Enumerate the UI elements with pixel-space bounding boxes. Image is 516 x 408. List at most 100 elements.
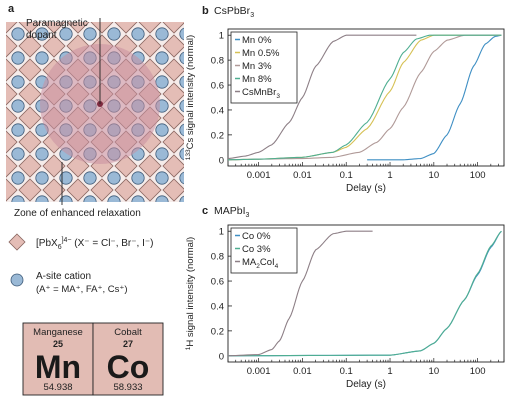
zone-label-bg: [4, 205, 184, 219]
a-site-cation: [83, 27, 97, 41]
y-tick-label: 0: [219, 351, 224, 362]
panel-a-letter: a: [8, 3, 15, 15]
octahedron: [42, 154, 66, 178]
y-tick-label: 1: [219, 31, 224, 42]
a-site-cation: [155, 147, 169, 161]
series-line-3: [227, 34, 502, 161]
octahedron: [6, 22, 18, 34]
a-site-cation: [35, 147, 49, 161]
x-tick-label: 0.1: [340, 366, 353, 377]
octahedron: [6, 154, 18, 178]
octahedron: [90, 22, 114, 34]
legend-entry: Mn 0%: [242, 35, 272, 46]
a-site-cation: [83, 171, 97, 185]
a-site-cation: [59, 27, 73, 41]
element-mass: 58.933: [113, 382, 142, 393]
a-site-cation: [131, 171, 145, 185]
a-site-cation: [131, 195, 145, 202]
a-site-cation: [179, 123, 184, 137]
legend-entry: CsMnBr3: [242, 87, 280, 100]
x-axis-label: Delay (s): [346, 183, 386, 194]
element-mass: 54.938: [43, 382, 72, 393]
a-site-cation: [83, 195, 97, 202]
octahedron: [66, 178, 90, 202]
legend-box: [230, 227, 298, 274]
x-tick-label: 10: [429, 366, 440, 377]
panel-letter: b: [202, 5, 209, 17]
a-site-cation: [155, 51, 169, 65]
x-axis-label: Delay (s): [346, 379, 386, 390]
element-tile-box: [22, 322, 94, 396]
x-tick-label: 0.01: [293, 366, 312, 377]
plot-frame: [227, 28, 505, 167]
panel-letter: c: [202, 205, 208, 217]
a-site-cation: [179, 99, 184, 113]
octahedron: [6, 178, 18, 202]
a-site-cation: [35, 195, 49, 202]
octahedron: [6, 58, 18, 82]
y-tick-label: 0.2: [211, 326, 224, 337]
a-site-cation: [179, 27, 184, 41]
chart-title: MAPbI3: [214, 205, 250, 219]
octahedron: [18, 154, 42, 178]
x-tick-label: 1: [387, 366, 392, 377]
element-name: Manganese: [33, 327, 83, 338]
a-site-cation: [11, 75, 25, 89]
callout-dopant-label: Paramagnetic: [26, 18, 88, 29]
callout-zone-label: Zone of enhanced relaxation: [14, 208, 141, 219]
octahedron: [18, 22, 42, 34]
callout-dopant-label-line2: dopant: [26, 30, 57, 41]
octahedron: [138, 22, 162, 34]
octahedron: [162, 154, 184, 178]
octahedron: [114, 22, 138, 34]
legend-entry: MA2CoI4: [242, 257, 279, 270]
legend-cation-symbol: [10, 273, 24, 287]
panel-b-chart: b CsPbBr3 0 0.2 0.4 0.6 0.8 1 0.001 0.01 0.1 1 10 100…: [185, 5, 505, 194]
octahedron: [138, 178, 162, 202]
octahedron: [114, 178, 138, 202]
a-site-cation: [11, 27, 25, 41]
a-site-cation: [155, 195, 169, 202]
a-site-cation: [11, 123, 25, 137]
legend-entry: Mn 3%: [242, 61, 272, 72]
octahedron: [6, 82, 18, 106]
plot-frame: [227, 224, 505, 363]
x-tick-label: 0.01: [293, 170, 312, 181]
octahedron: [90, 178, 114, 202]
y-axis-label: 133Cs signal intensity (normal): [185, 35, 196, 160]
panel-c-chart: c MAPbI3 0 0.2 0.4 0.6 0.8 1 0.001 0.01 0.1 1 10 100 D…: [185, 205, 505, 390]
legend-box: [230, 31, 298, 104]
a-site-cation: [155, 171, 169, 185]
x-tick-label: 0.001: [247, 366, 271, 377]
y-tick-label: 0.8: [211, 56, 224, 67]
perovskite-lattice: [6, 22, 184, 202]
legend-cation-examples: (A⁺ = MA⁺, FA⁺, Cs⁺): [36, 284, 128, 295]
x-tick-label: 0.001: [247, 170, 271, 181]
a-site-cation: [107, 27, 121, 41]
a-site-cation: [155, 123, 169, 137]
a-site-cation: [179, 171, 184, 185]
a-site-cation: [11, 99, 25, 113]
series-line-0: [367, 34, 502, 161]
octahedron: [6, 106, 18, 130]
element-symbol: Mn: [35, 349, 81, 385]
legend-octahedron-label: [PbX6]4− (X⁻ = Cl⁻, Br⁻, I⁻): [36, 237, 153, 251]
octahedron: [162, 22, 184, 34]
x-tick-label: 100: [470, 170, 486, 181]
octahedron: [114, 154, 138, 178]
octahedron: [138, 34, 162, 58]
a-site-cation: [35, 51, 49, 65]
octahedron: [42, 34, 66, 58]
legend-entry: Mn 0.5%: [242, 48, 280, 59]
a-site-cation: [131, 27, 145, 41]
octahedron: [18, 34, 42, 58]
octahedron: [162, 82, 184, 106]
y-tick-label: 0.6: [211, 277, 224, 288]
octahedron: [162, 106, 184, 130]
octahedron: [162, 58, 184, 82]
octahedron: [162, 34, 184, 58]
a-site-cation: [179, 75, 184, 89]
